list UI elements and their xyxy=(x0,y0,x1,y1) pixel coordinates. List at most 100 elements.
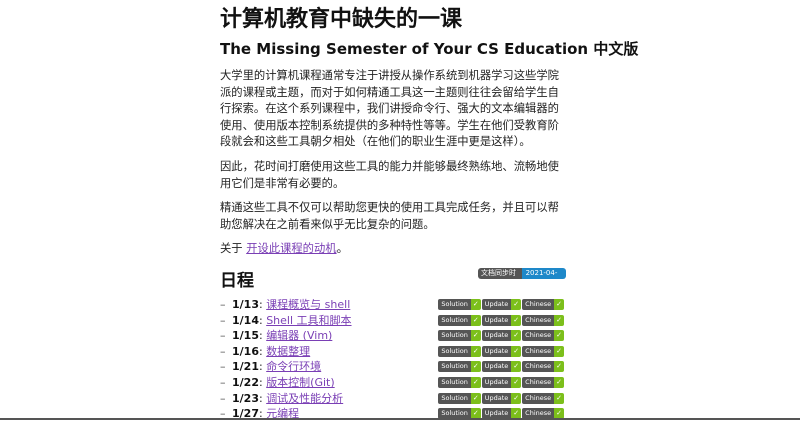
bottom-border xyxy=(0,418,800,420)
update-badge: Update ✓ xyxy=(481,299,522,310)
badge-label: Update xyxy=(481,361,512,373)
check-icon: ✓ xyxy=(470,299,481,310)
check-icon: ✓ xyxy=(511,408,522,420)
lecture-link[interactable]: 调试及性能分析 xyxy=(266,391,344,405)
check-icon: ✓ xyxy=(554,330,564,342)
solution-badge: Solution ✓ xyxy=(438,392,481,404)
check-icon: ✓ xyxy=(470,361,481,373)
chinese-badge: Chinese ✓ xyxy=(522,392,564,404)
dash-bullet: – xyxy=(220,298,226,311)
about-prefix: 关于 xyxy=(220,242,247,256)
status-badges: Solution ✓ Update ✓ Chinese ✓ xyxy=(438,345,564,357)
schedule-item: –1/23: 调试及性能分析 Solution ✓ Update ✓ Chinese ✓ xyxy=(220,391,566,407)
badge-label: Update xyxy=(481,392,512,404)
chinese-badge: Chinese ✓ xyxy=(522,376,564,388)
colon: : xyxy=(258,313,267,327)
sync-date-badge: 文档同步时间 2021-04-24 xyxy=(478,268,566,279)
check-icon: ✓ xyxy=(470,314,481,326)
about-suffix: 。 xyxy=(336,242,348,256)
status-badges: Solution ✓ Update ✓ Chinese ✓ xyxy=(438,314,564,326)
lecture-link[interactable]: 命令行环境 xyxy=(266,360,322,374)
badge-label: Chinese xyxy=(522,345,555,357)
schedule-item: –1/15: 编辑器 (Vim) Solution ✓ Update ✓ Chinese ✓ xyxy=(220,328,566,344)
update-badge: Update ✓ xyxy=(481,330,522,342)
dash-bullet: – xyxy=(220,344,226,358)
lecture-link[interactable]: 版本控制(Git) xyxy=(266,375,335,389)
sync-label: 文档同步时间 xyxy=(478,268,522,279)
colon: : xyxy=(258,391,267,405)
schedule-item: –1/27: 元编程 Solution ✓ Update ✓ Chinese ✓ xyxy=(220,406,566,422)
schedule-item: –1/22: 版本控制(Git) Solution ✓ Update ✓ Chinese ✓ xyxy=(220,375,566,391)
check-icon: ✓ xyxy=(554,408,564,420)
schedule-item: –1/16: 数据整理 Solution ✓ Update ✓ Chinese ✓ xyxy=(220,344,566,360)
chinese-badge: Chinese ✓ xyxy=(522,345,564,357)
check-icon: ✓ xyxy=(554,314,564,326)
update-badge: Update ✓ xyxy=(481,376,522,388)
badge-label: Update xyxy=(481,314,512,326)
dash-bullet: – xyxy=(220,313,226,327)
check-icon: ✓ xyxy=(511,345,522,357)
paragraph: 精通这些工具不仅可以帮助您更快的使用工具完成任务，并且可以帮助您解决在之前看来似… xyxy=(220,201,559,231)
badge-label: Solution xyxy=(438,392,471,404)
check-icon: ✓ xyxy=(511,376,522,388)
lecture-link[interactable]: 数据整理 xyxy=(266,344,311,358)
chinese-badge: Chinese ✓ xyxy=(522,299,564,310)
update-badge: Update ✓ xyxy=(481,345,522,357)
chinese-badge: Chinese ✓ xyxy=(522,361,564,373)
badge-label: Chinese xyxy=(522,392,555,404)
paragraph: 大学里的计算机课程通常专注于讲授从操作系统到机器学习这些学院派的课程或主题，而对… xyxy=(220,69,559,149)
check-icon: ✓ xyxy=(554,392,564,404)
lecture-date: 1/23 xyxy=(232,391,259,405)
lecture-date: 1/21 xyxy=(232,360,259,374)
badge-label: Solution xyxy=(438,330,471,342)
solution-badge: Solution ✓ xyxy=(438,376,481,388)
colon: : xyxy=(258,407,267,421)
badge-label: Chinese xyxy=(522,330,555,342)
solution-badge: Solution ✓ xyxy=(438,361,481,373)
lecture-date: 1/22 xyxy=(232,375,259,389)
update-badge: Update ✓ xyxy=(481,408,522,420)
lecture-date: 1/15 xyxy=(232,329,259,343)
schedule-heading: 日程 xyxy=(220,271,254,291)
badge-label: Solution xyxy=(438,376,471,388)
badge-label: Solution xyxy=(438,408,471,420)
status-badges: Solution ✓ Update ✓ Chinese ✓ xyxy=(438,330,564,342)
lecture-link[interactable]: 编辑器 (Vim) xyxy=(266,329,333,343)
colon: : xyxy=(258,344,267,358)
lecture-link[interactable]: Shell 工具和脚本 xyxy=(266,313,352,327)
check-icon: ✓ xyxy=(511,392,522,404)
badge-label: Solution xyxy=(438,314,471,326)
about-paragraph: 关于 开设此课程的动机。 xyxy=(220,241,566,258)
check-icon: ✓ xyxy=(511,299,522,310)
dash-bullet: – xyxy=(220,329,226,343)
badge-label: Solution xyxy=(438,361,471,373)
lecture-date: 1/13 xyxy=(232,298,259,311)
solution-badge: Solution ✓ xyxy=(438,299,481,310)
solution-badge: Solution ✓ xyxy=(438,330,481,342)
badge-label: Update xyxy=(481,330,512,342)
page-subtitle: The Missing Semester of Your CS Educatio… xyxy=(220,40,639,58)
status-badges: Solution ✓ Update ✓ Chinese ✓ xyxy=(438,361,564,373)
intro: 大学里的计算机课程通常专注于讲授从操作系统到机器学习这些学院派的课程或主题，而对… xyxy=(220,68,566,266)
badge-label: Update xyxy=(481,408,512,420)
update-badge: Update ✓ xyxy=(481,361,522,373)
schedule-item: –1/13: 课程概览与 shell Solution ✓ Update ✓ Chines… xyxy=(220,297,566,313)
badge-label: Solution xyxy=(438,299,471,310)
dash-bullet: – xyxy=(220,375,226,389)
badge-label: Chinese xyxy=(522,314,555,326)
badge-label: Update xyxy=(481,299,512,310)
colon: : xyxy=(258,360,267,374)
motivation-link[interactable]: 开设此课程的动机 xyxy=(246,242,337,256)
badge-label: Chinese xyxy=(522,376,555,388)
badge-label: Chinese xyxy=(522,408,555,420)
chinese-badge: Chinese ✓ xyxy=(522,314,564,326)
lecture-link[interactable]: 元编程 xyxy=(266,407,300,421)
colon: : xyxy=(258,375,267,389)
status-badges: Solution ✓ Update ✓ Chinese ✓ xyxy=(438,392,564,404)
dash-bullet: – xyxy=(220,391,226,405)
check-icon: ✓ xyxy=(511,361,522,373)
check-icon: ✓ xyxy=(554,345,564,357)
colon: : xyxy=(258,329,267,343)
lecture-link[interactable]: 课程概览与 shell xyxy=(266,298,351,311)
check-icon: ✓ xyxy=(470,376,481,388)
